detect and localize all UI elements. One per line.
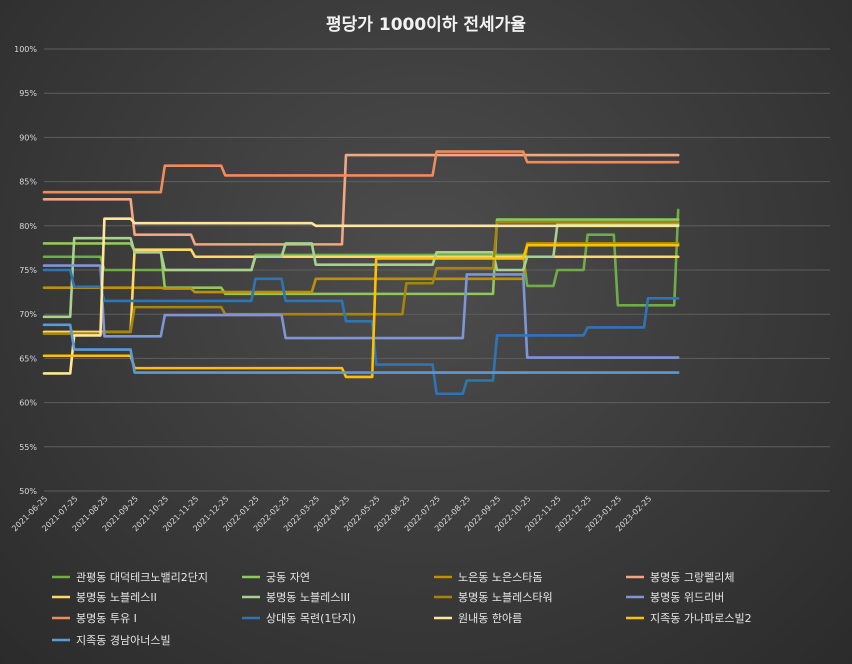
legend-label: 지족동 경남아너스빌 xyxy=(76,634,171,647)
y-tick-label: 100% xyxy=(14,45,37,54)
series-line xyxy=(42,153,680,246)
y-tick-label: 50% xyxy=(19,487,37,496)
y-tick-label: 55% xyxy=(19,443,37,452)
legend-label: 노은동 노은스타돔 xyxy=(458,571,542,584)
legend-label: 봉명동 노블레스타워 xyxy=(458,591,553,604)
y-tick-label: 80% xyxy=(19,222,37,231)
legend-label: 봉명동 노블레스II xyxy=(76,591,157,604)
legend-label: 지족동 가나파로스빌2 xyxy=(650,612,752,625)
y-tick-label: 95% xyxy=(19,89,37,98)
series-line xyxy=(42,217,680,375)
legend-label: 봉명동 노블레스III xyxy=(266,591,350,604)
series-line xyxy=(42,243,680,379)
y-tick-label: 70% xyxy=(19,310,37,319)
y-tick-label: 90% xyxy=(19,133,37,142)
legend-label: 봉명동 위드리버 xyxy=(650,591,724,604)
y-tick-label: 85% xyxy=(19,178,37,187)
y-tick-label: 75% xyxy=(19,266,37,275)
series-line xyxy=(42,242,680,294)
legend-label: 봉명동 투유 I xyxy=(76,612,137,625)
legend-label: 봉명동 그랑펠리체 xyxy=(650,571,734,584)
legend-label: 상대동 목련(1단지) xyxy=(266,612,356,625)
y-tick-label: 65% xyxy=(19,354,37,363)
legend-label: 관평동 대덕테크노밸리2단지 xyxy=(76,571,208,584)
series-line xyxy=(42,268,680,396)
y-tick-label: 60% xyxy=(19,399,37,408)
legend-label: 원내동 한아름 xyxy=(458,612,522,625)
series-line xyxy=(42,264,680,359)
series-line xyxy=(42,220,680,335)
series-line xyxy=(42,323,680,374)
series-line xyxy=(42,222,680,319)
series-line xyxy=(42,248,680,334)
series-line xyxy=(42,150,680,194)
series-line xyxy=(42,208,680,307)
chart-title: 평당가 1000이하 전세가율 xyxy=(326,15,526,35)
legend-label: 궁동 자연 xyxy=(266,571,310,584)
